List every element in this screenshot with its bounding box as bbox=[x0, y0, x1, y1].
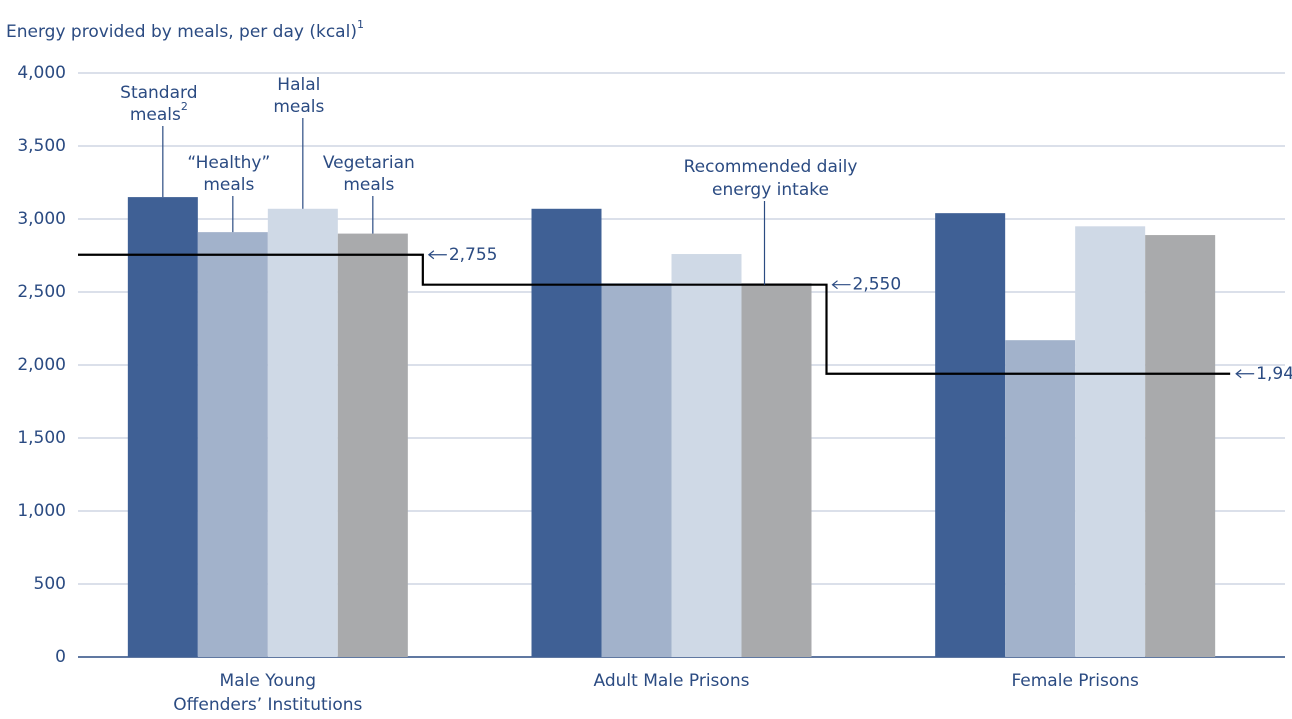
bar bbox=[601, 283, 672, 657]
bar bbox=[267, 208, 338, 657]
series-label: Standard meals2 bbox=[120, 83, 197, 125]
bar bbox=[197, 232, 268, 657]
bar bbox=[741, 283, 812, 657]
y-tick-label: 0 bbox=[55, 647, 66, 667]
x-tick-label: Female Prisons bbox=[1011, 671, 1139, 691]
bar bbox=[1075, 226, 1146, 658]
y-axis-label: Energy provided by meals, per day (kcal)… bbox=[6, 18, 364, 42]
bar bbox=[337, 233, 408, 657]
bar bbox=[671, 254, 742, 658]
bar bbox=[127, 197, 198, 657]
reference-line bbox=[78, 253, 1231, 375]
bar bbox=[1145, 235, 1216, 657]
bar bbox=[935, 213, 1006, 657]
y-tick-label: 1,500 bbox=[17, 428, 66, 448]
series-label: Vegetarian meals bbox=[323, 153, 415, 195]
y-tick-label: 1,000 bbox=[17, 501, 66, 521]
label-arrow bbox=[831, 280, 851, 290]
reference-value-label: 2,550 bbox=[853, 275, 902, 295]
x-tick-label: Male Young Offenders’ Institutions bbox=[173, 671, 362, 715]
y-tick-label: 4,000 bbox=[17, 63, 66, 83]
reference-label: Recommended daily energy intake bbox=[684, 157, 858, 200]
series-label: “Healthy” meals bbox=[187, 153, 270, 195]
y-tick-label: 2,500 bbox=[17, 282, 66, 302]
bar bbox=[531, 208, 602, 657]
bar bbox=[1005, 340, 1076, 657]
series-label: Halal meals bbox=[273, 75, 324, 117]
label-arrow bbox=[1235, 369, 1255, 379]
y-tick-label: 3,500 bbox=[17, 136, 66, 156]
x-tick-label: Adult Male Prisons bbox=[594, 671, 750, 691]
y-tick-label: 3,000 bbox=[17, 209, 66, 229]
label-arrow bbox=[427, 250, 447, 260]
reference-value-label: 2,755 bbox=[449, 245, 498, 265]
reference-value-label: 1,940 bbox=[1256, 364, 1292, 384]
y-tick-label: 500 bbox=[34, 574, 66, 594]
y-tick-label: 2,000 bbox=[17, 355, 66, 375]
